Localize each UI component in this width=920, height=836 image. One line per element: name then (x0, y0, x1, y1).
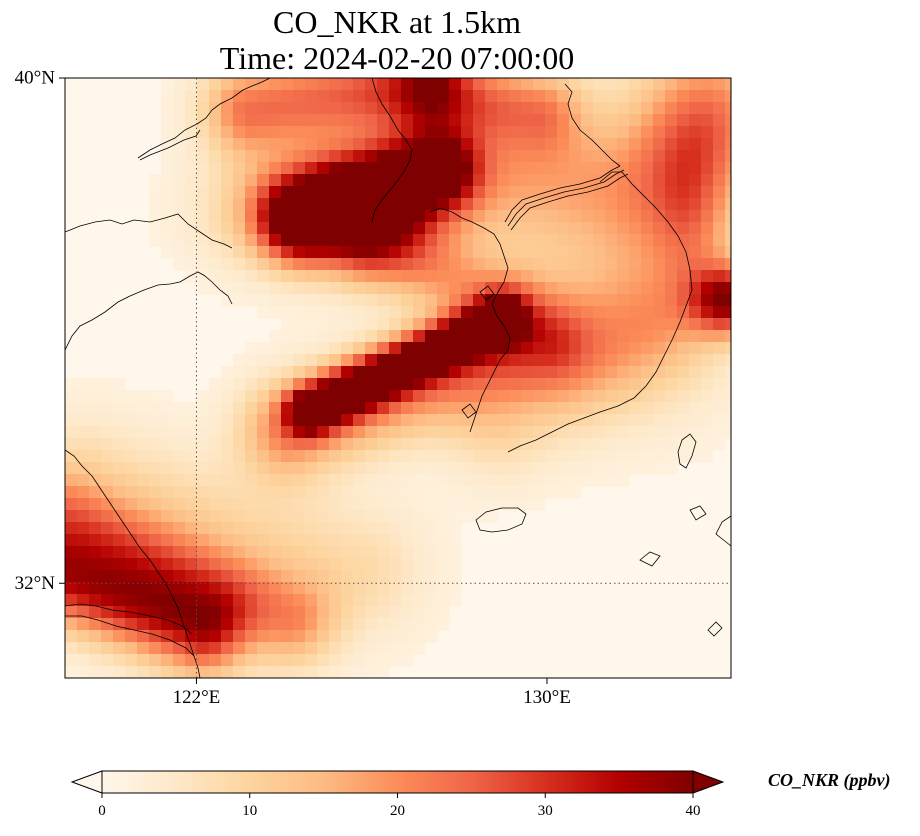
colorbar-extend-min (70, 770, 103, 794)
small-island (639, 551, 661, 567)
colorbar-tick-label: 30 (538, 803, 553, 819)
lat-tick-label: 40°N (15, 68, 56, 89)
map-gridlines (65, 78, 731, 678)
map-title-line2: Time: 2024-02-20 07:00:00 (219, 40, 575, 76)
colorbar-title: CO_NKR (ppbv) (768, 770, 891, 790)
lon-tick-label: 122°E (173, 687, 221, 708)
shandong-coast (65, 271, 233, 351)
kyushu-coast (715, 515, 731, 547)
small-island (707, 621, 723, 637)
colorbar-bar (101, 770, 694, 794)
northeast-coast (564, 83, 621, 167)
korea-east-coast (507, 171, 693, 453)
small-island (689, 505, 707, 521)
colorbar-tick-label: 0 (98, 803, 106, 819)
lat-tick-label: 32°N (15, 573, 56, 594)
small-island (479, 285, 495, 301)
coastlines (65, 78, 731, 678)
liaodong-east-coast (371, 78, 413, 223)
co-concentration-field (65, 78, 731, 678)
yangtze-mouth-south (65, 615, 195, 657)
lon-tick-label: 130°E (523, 687, 571, 708)
colorbar: 0 10 20 30 40 (70, 770, 725, 819)
lat-ticks: 40°N 32°N (15, 68, 65, 594)
liaodong-coast-inner (139, 129, 201, 161)
lon-ticks: 122°E 130°E (173, 678, 571, 708)
colorbar-tick-label: 20 (390, 803, 405, 819)
map-title-line1: CO_NKR at 1.5km (273, 4, 521, 40)
tsushima-island (677, 433, 697, 469)
border-line-a (504, 165, 621, 223)
border-line-c (510, 173, 629, 231)
bohai-coast (65, 213, 233, 249)
small-island (461, 403, 477, 419)
map-frame (64, 77, 732, 679)
jeju-island (475, 507, 527, 533)
colorbar-extend-max (692, 770, 725, 794)
border-line-b (507, 169, 625, 227)
korea-west-coast (429, 207, 511, 433)
jiangsu-coast (65, 449, 201, 678)
liaoning-coast (137, 78, 271, 159)
colorbar-tick-label: 40 (686, 803, 701, 819)
yangtze-mouth-north (65, 603, 193, 635)
colorbar-tick-label: 10 (242, 803, 257, 819)
